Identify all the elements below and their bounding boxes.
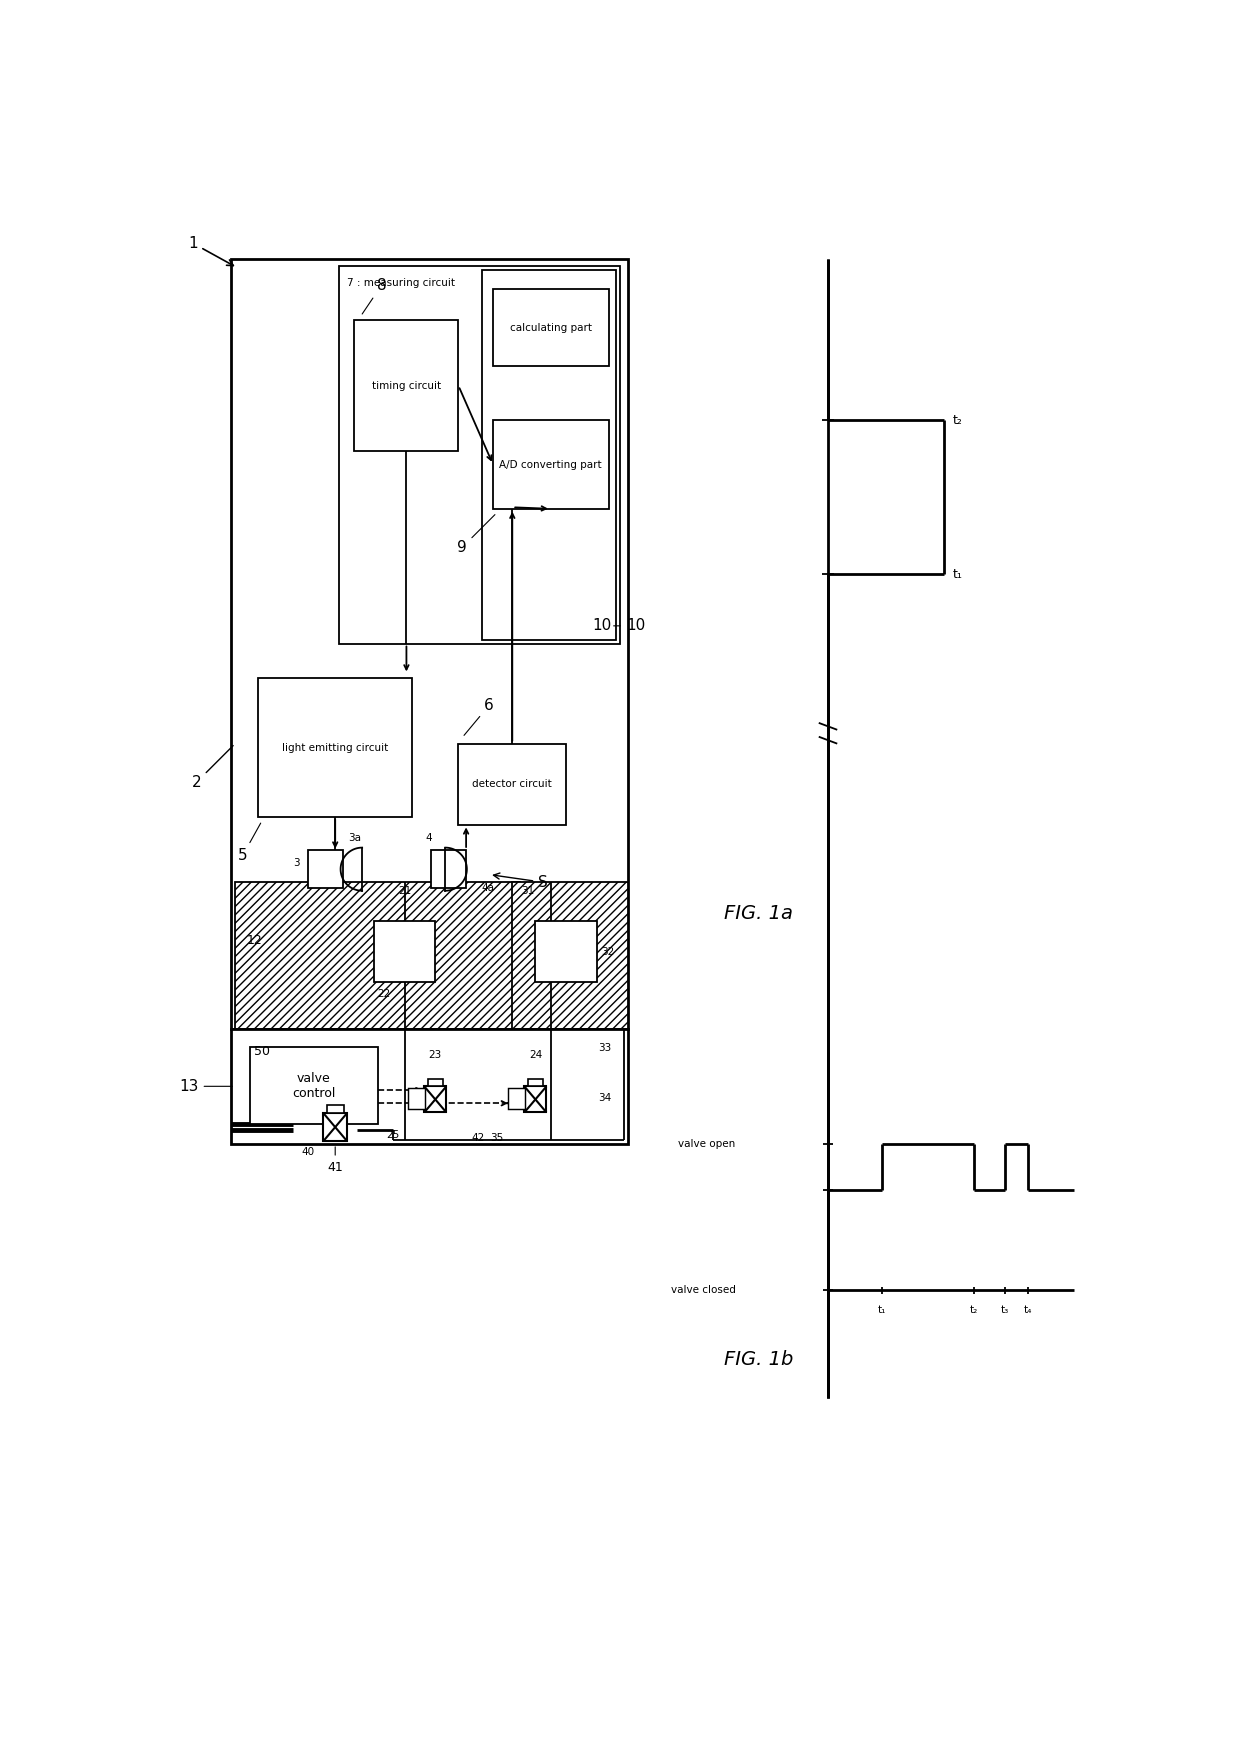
Text: FIG. 1b: FIG. 1b bbox=[724, 1350, 794, 1369]
Bar bbox=[231, 258, 627, 1029]
Text: 12: 12 bbox=[247, 933, 262, 947]
Text: light emitting circuit: light emitting circuit bbox=[281, 743, 388, 752]
Bar bbox=[373, 921, 435, 982]
Text: 6: 6 bbox=[464, 698, 494, 736]
Bar bbox=[428, 1078, 443, 1087]
Text: 10: 10 bbox=[614, 619, 645, 633]
Bar bbox=[508, 1088, 526, 1109]
Bar bbox=[236, 882, 520, 1029]
Text: t₂: t₂ bbox=[970, 1305, 978, 1315]
Text: 35: 35 bbox=[490, 1134, 503, 1142]
Bar bbox=[494, 290, 609, 366]
Text: 10: 10 bbox=[593, 619, 613, 633]
Bar bbox=[512, 882, 627, 1029]
Text: 5: 5 bbox=[238, 823, 260, 863]
Text: 8: 8 bbox=[362, 277, 386, 314]
Bar bbox=[258, 678, 412, 816]
Bar bbox=[432, 849, 466, 888]
Text: 13: 13 bbox=[180, 1080, 232, 1093]
Text: S: S bbox=[494, 874, 548, 889]
Text: 50: 50 bbox=[254, 1045, 270, 1059]
Bar bbox=[525, 1087, 547, 1113]
Text: 21: 21 bbox=[398, 886, 412, 896]
Bar bbox=[309, 849, 343, 888]
Bar bbox=[355, 321, 459, 452]
Text: valve closed: valve closed bbox=[671, 1285, 735, 1296]
Text: 40: 40 bbox=[301, 1148, 315, 1156]
Bar bbox=[231, 1029, 627, 1144]
Text: 3a: 3a bbox=[348, 832, 361, 842]
Text: 25: 25 bbox=[387, 1130, 399, 1141]
Text: t₃: t₃ bbox=[1001, 1305, 1009, 1315]
Text: 31: 31 bbox=[521, 886, 534, 896]
Text: timing circuit: timing circuit bbox=[372, 380, 441, 391]
Text: 7 : measuring circuit: 7 : measuring circuit bbox=[347, 279, 455, 288]
Text: t₄: t₄ bbox=[1024, 1305, 1033, 1315]
Bar bbox=[536, 921, 596, 982]
Bar bbox=[459, 743, 567, 825]
Text: FIG. 1a: FIG. 1a bbox=[724, 903, 794, 923]
Text: 4a: 4a bbox=[481, 884, 495, 893]
Text: calculating part: calculating part bbox=[510, 323, 591, 333]
Text: 34: 34 bbox=[598, 1093, 611, 1102]
Text: 2: 2 bbox=[192, 746, 233, 790]
Text: 22: 22 bbox=[377, 989, 391, 999]
Text: t₂: t₂ bbox=[952, 413, 962, 427]
Bar bbox=[327, 1104, 343, 1113]
Text: 42: 42 bbox=[471, 1134, 485, 1142]
Bar bbox=[481, 270, 616, 640]
Bar bbox=[528, 1078, 543, 1087]
Bar bbox=[408, 1088, 425, 1109]
Text: t₁: t₁ bbox=[878, 1305, 887, 1315]
Text: 1: 1 bbox=[188, 235, 233, 265]
Text: 41: 41 bbox=[327, 1148, 343, 1174]
Bar bbox=[324, 1113, 347, 1141]
Text: 33: 33 bbox=[598, 1043, 611, 1053]
Text: A/D converting part: A/D converting part bbox=[500, 459, 603, 469]
Text: valve open: valve open bbox=[678, 1139, 735, 1149]
Text: 3: 3 bbox=[294, 858, 300, 869]
Text: 4: 4 bbox=[425, 832, 433, 842]
Bar bbox=[339, 267, 620, 644]
Text: 23: 23 bbox=[429, 1050, 441, 1060]
Text: t₁: t₁ bbox=[952, 569, 962, 581]
Bar bbox=[424, 1087, 446, 1113]
Bar bbox=[494, 420, 609, 509]
Text: detector circuit: detector circuit bbox=[472, 780, 552, 788]
Text: 9: 9 bbox=[458, 514, 495, 555]
Text: 32: 32 bbox=[601, 947, 614, 956]
Text: 24: 24 bbox=[528, 1050, 542, 1060]
Bar bbox=[250, 1046, 377, 1125]
Text: valve
control: valve control bbox=[291, 1071, 335, 1099]
